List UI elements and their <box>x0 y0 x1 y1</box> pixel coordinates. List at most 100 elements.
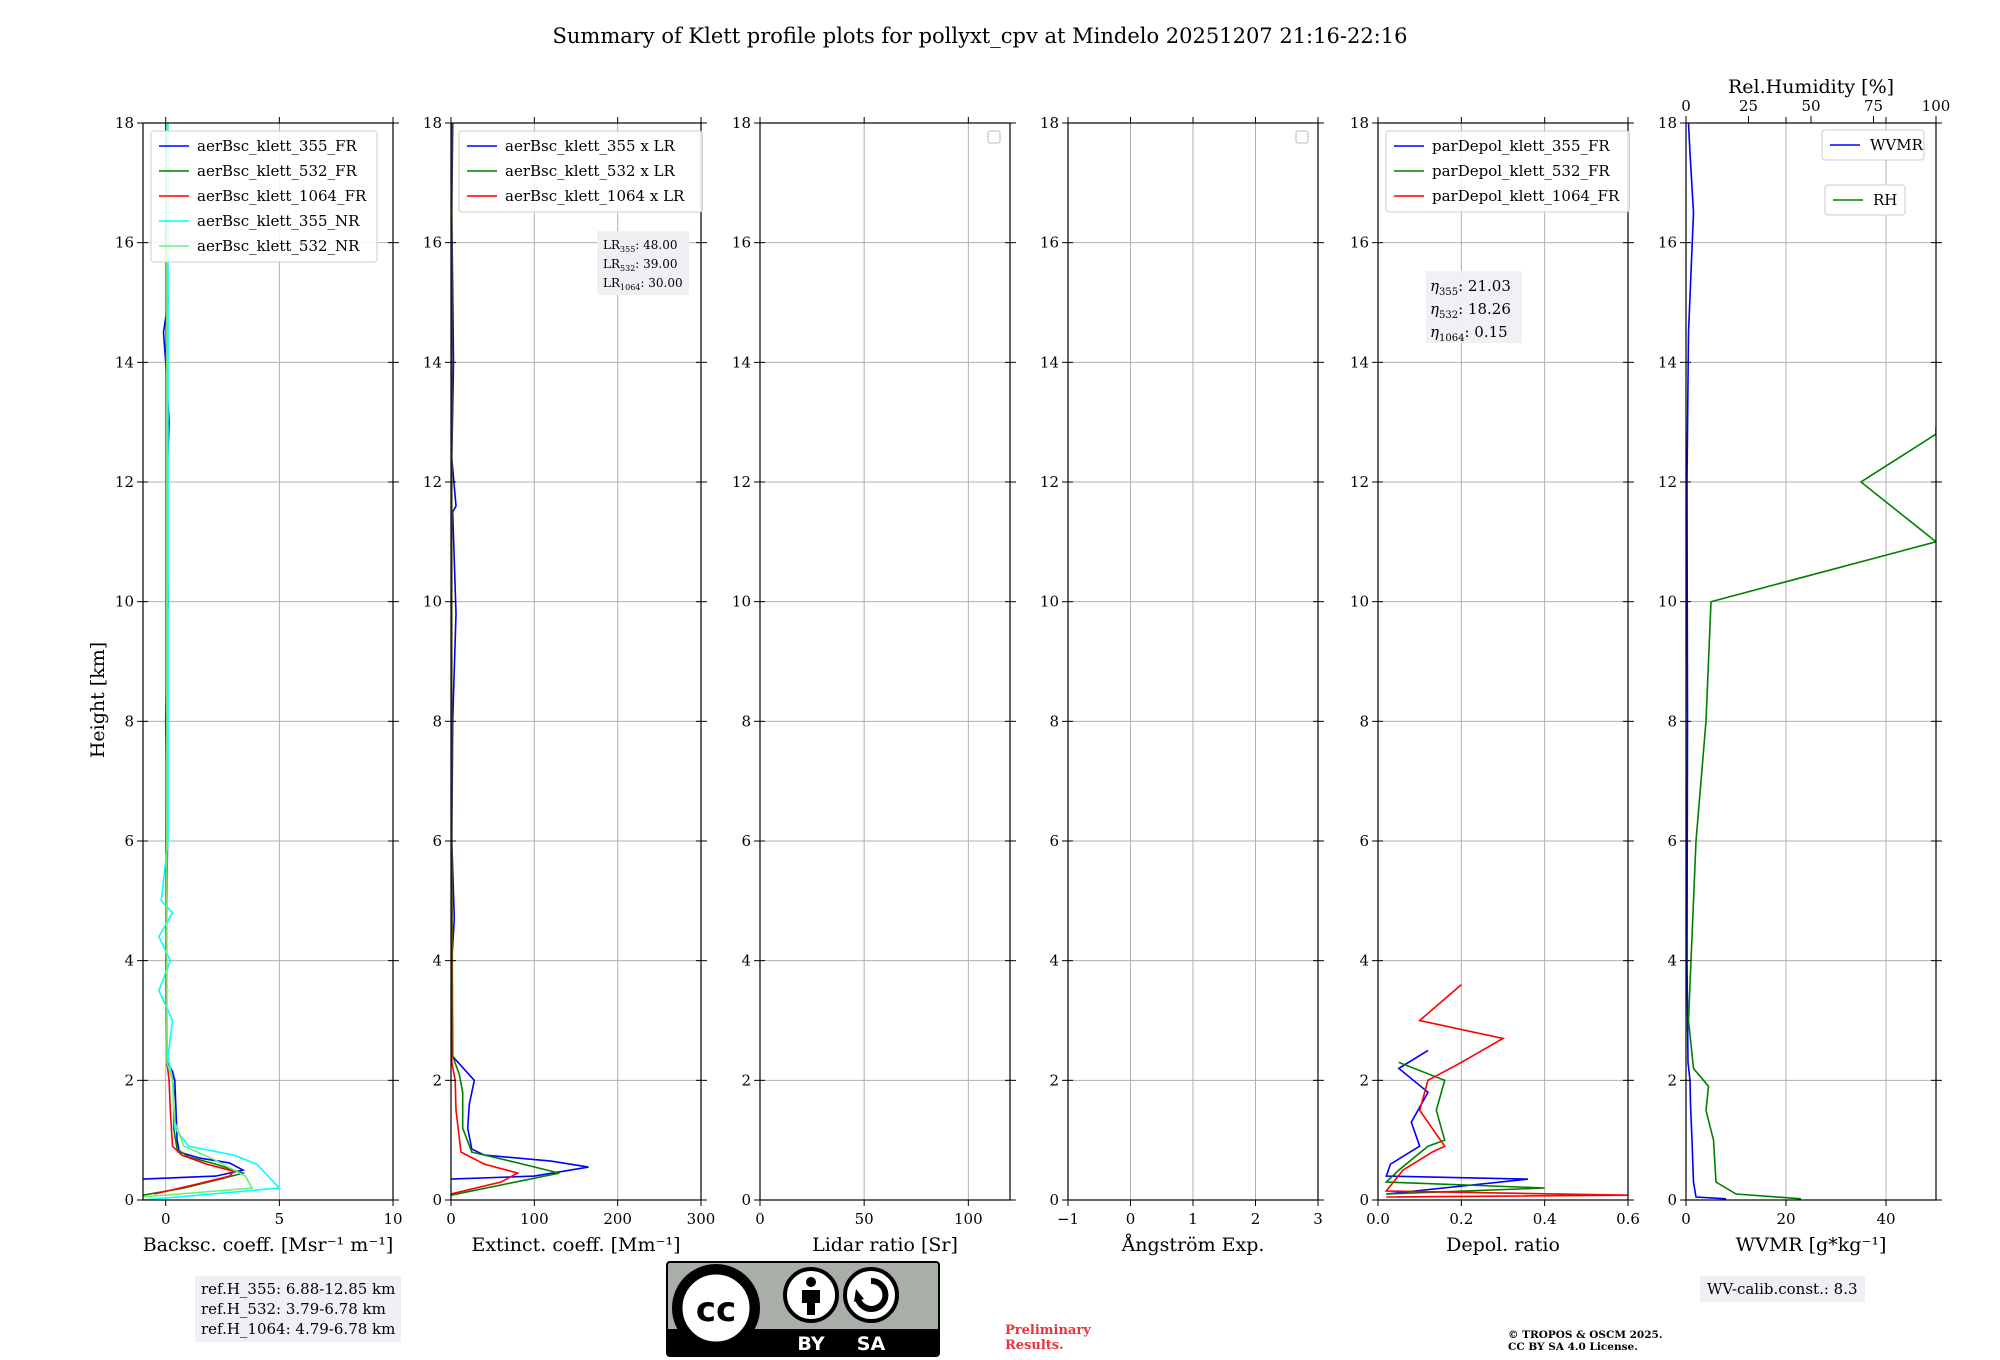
x-axis-label: Lidar ratio [Sr] <box>812 1234 958 1256</box>
y-tick-label: 14 <box>732 353 751 371</box>
preliminary-line-2: Results. <box>1005 1338 1064 1353</box>
y-tick-label: 10 <box>423 593 442 611</box>
y-tick-label: 12 <box>1658 473 1677 491</box>
lr-label-532: LR532: 39.00 <box>603 257 678 273</box>
y-tick-label: 4 <box>432 952 442 970</box>
panel-frame <box>1685 122 1937 1201</box>
series-line-aerbsc-klett-532-x-lr <box>451 123 560 1196</box>
y-tick-label: 10 <box>732 593 751 611</box>
top-x-tick-label: 100 <box>1922 97 1951 115</box>
y-tick-label: 0 <box>1667 1191 1677 1209</box>
y-tick-label: 10 <box>1040 593 1059 611</box>
ref-height-1064: ref.H_1064: 4.79-6.78 km <box>201 1320 396 1338</box>
x-tick-label: 40 <box>1876 1210 1895 1228</box>
panel-frame <box>759 122 1011 1201</box>
x-tick-label: 3 <box>1313 1210 1323 1228</box>
x-axis-label: Depol. ratio <box>1446 1234 1560 1256</box>
panel-frame <box>1377 122 1629 1201</box>
y-tick-label: 10 <box>1350 593 1369 611</box>
x-tick-label: 100 <box>520 1210 549 1228</box>
y-tick-label: 4 <box>741 952 751 970</box>
legend-label-aerbsc-klett-532-fr: aerBsc_klett_532_FR <box>197 162 357 180</box>
figure-title: Summary of Klett profile plots for polly… <box>553 24 1408 48</box>
legend-label-aerbsc-klett-532-nr: aerBsc_klett_532_NR <box>197 237 360 255</box>
panel-depolarization: 0 2 4 6 8 10 12 14 16 18 0.0 0.2 0.4 0.6 Depol. ratio p… <box>1350 114 1640 1256</box>
y-tick-label: 16 <box>1350 234 1369 252</box>
panel-data-depolarization <box>1384 983 1628 1198</box>
share-alike-icon <box>843 1267 899 1323</box>
y-tick-label: 12 <box>1040 473 1059 491</box>
series-line-aerbsc-klett-532-nr <box>143 123 254 1198</box>
y-tick-label: 6 <box>1359 832 1369 850</box>
top-x-axis-label: Rel.Humidity [%] <box>1728 76 1894 98</box>
y-tick-label: 0 <box>1049 1191 1059 1209</box>
legend-label-aerbsc-klett-1064-fr: aerBsc_klett_1064_FR <box>197 187 367 205</box>
y-tick-label: 6 <box>124 832 134 850</box>
y-tick-label: 14 <box>1658 353 1677 371</box>
y-tick-label: 10 <box>1658 593 1677 611</box>
legend-box <box>1824 184 1906 216</box>
y-tick-label: 14 <box>1350 353 1369 371</box>
series-line-pardepol-klett-1064-fr <box>1384 983 1628 1198</box>
panel-lidar_ratio: 0 2 4 6 8 10 12 14 16 18 0 50 100 Lidar ratio [Sr] <box>732 114 1016 1256</box>
y-tick-label: 18 <box>1658 114 1677 132</box>
x-axis-label: Backsc. coeff. [Msr⁻¹ m⁻¹] <box>143 1234 394 1256</box>
cc-sa-label: SA <box>857 1333 886 1355</box>
y-tick-label: 0 <box>1359 1191 1369 1209</box>
y-tick-label: 16 <box>423 234 442 252</box>
x-axis-label: Ångström Exp. <box>1121 1234 1265 1256</box>
cc-by-label: BY <box>797 1333 824 1355</box>
eta-label-532: η532: 18.26 <box>1430 300 1511 321</box>
top-x-tick-label: 50 <box>1801 97 1820 115</box>
y-tick-label: 2 <box>1359 1071 1369 1089</box>
legend-label-aerbsc-klett-355-x-lr: aerBsc_klett_355 x LR <box>505 137 676 155</box>
top-x-tick-label: 75 <box>1864 97 1883 115</box>
series-line-aerbsc-klett-532-fr <box>143 123 246 1196</box>
x-tick-label: −1 <box>1057 1210 1079 1228</box>
legend-label-aerbsc-klett-355-fr: aerBsc_klett_355_FR <box>197 137 357 155</box>
x-tick-label: 100 <box>954 1210 983 1228</box>
x-tick-label: 0.0 <box>1366 1210 1390 1228</box>
y-tick-label: 0 <box>741 1191 751 1209</box>
y-tick-label: 4 <box>124 952 134 970</box>
x-tick-label: 0.4 <box>1533 1210 1557 1228</box>
top-x-tick-label: 25 <box>1739 97 1758 115</box>
legend-label-pardepol-klett-532-fr: parDepol_klett_532_FR <box>1432 162 1610 180</box>
y-tick-label: 10 <box>115 593 134 611</box>
eta-label-355: η355: 21.03 <box>1430 277 1511 298</box>
panel-frame <box>142 122 394 1201</box>
x-axis-label: Extinct. coeff. [Mm⁻¹] <box>471 1234 680 1256</box>
x-tick-label: 0 <box>446 1210 456 1228</box>
lr-label-1064: LR1064: 30.00 <box>603 276 683 292</box>
y-tick-label: 14 <box>1040 353 1059 371</box>
x-tick-label: 2 <box>1251 1210 1261 1228</box>
y-tick-label: 12 <box>423 473 442 491</box>
empty-legend <box>1295 130 1309 144</box>
x-tick-label: 50 <box>855 1210 874 1228</box>
y-axis-label: Height [km] <box>87 642 109 758</box>
reference-height-box: ref.H_355: 6.88-12.85 km ref.H_532: 3.79… <box>195 1276 402 1342</box>
y-tick-label: 12 <box>1350 473 1369 491</box>
y-tick-label: 12 <box>732 473 751 491</box>
legend-label-wvmr: WVMR <box>1870 136 1924 154</box>
x-tick-label: 1 <box>1188 1210 1198 1228</box>
legend-box <box>1385 130 1630 213</box>
y-tick-label: 8 <box>124 712 134 730</box>
legend-label-aerbsc-klett-1064-x-lr: aerBsc_klett_1064 x LR <box>505 187 685 205</box>
wv-calibration-box: WV-calib.const.: 8.3 <box>1700 1276 1865 1302</box>
y-tick-label: 14 <box>115 353 134 371</box>
y-tick-label: 12 <box>115 473 134 491</box>
y-tick-label: 6 <box>1667 832 1677 850</box>
empty-legend <box>987 130 1001 144</box>
x-tick-label: 0 <box>1681 1210 1691 1228</box>
series-line-aerbsc-klett-355-x-lr <box>451 123 589 1180</box>
legend-label-pardepol-klett-355-fr: parDepol_klett_355_FR <box>1432 137 1610 155</box>
y-tick-label: 2 <box>124 1071 134 1089</box>
y-tick-label: 8 <box>1049 712 1059 730</box>
y-tick-label: 8 <box>1359 712 1369 730</box>
cc-license-badge: cc BY SA <box>666 1261 940 1357</box>
top-x-tick-label: 0 <box>1681 97 1691 115</box>
y-tick-label: 6 <box>1049 832 1059 850</box>
series-line-rh <box>1687 428 1936 1200</box>
